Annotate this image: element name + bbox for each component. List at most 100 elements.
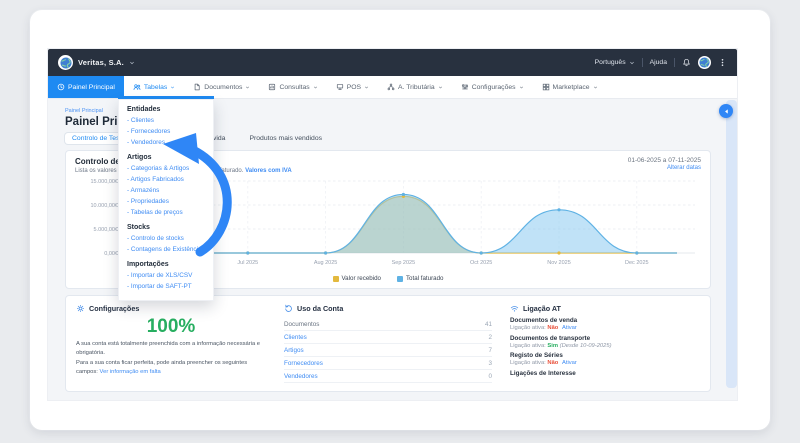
language-label: Português <box>594 59 626 66</box>
usage-value: 41 <box>484 320 492 328</box>
collapse-panel-button[interactable] <box>719 104 733 118</box>
menu-item-artigos-fabricados[interactable]: - Artigos Fabricados <box>127 176 184 183</box>
ligacao-at-section: Ligação AT Documentos de venda Ligação at… <box>510 304 700 383</box>
uso-da-conta-title: Uso da Conta <box>297 304 344 313</box>
usage-table: Documentos 41 Clientes 2 Artigos 7 Fornecedore… <box>284 318 492 383</box>
menu-item-controlo-de-stocks[interactable]: - Controlo de stocks <box>127 235 184 242</box>
kebab-menu-icon[interactable] <box>718 58 727 67</box>
menu-item-fornecedores[interactable]: - Fornecedores <box>127 128 171 135</box>
menu-item-importar-de-saft-pt[interactable]: - Importar de SAFT-PT <box>127 283 192 290</box>
at-entry-documentos-de-transporte: Documentos de transporte <box>510 334 591 342</box>
user-avatar[interactable] <box>698 56 711 69</box>
alterar-datas-link[interactable]: Alterar datas <box>666 165 701 171</box>
main-nav: Painel Principal Tabelas Documentos Consult… <box>48 76 737 99</box>
pos-icon <box>336 83 344 91</box>
nav-item-consultas[interactable]: Consultas <box>259 76 326 98</box>
usage-row-documentos: Documentos 41 <box>284 318 492 331</box>
menu-item-tabelas-de-precos[interactable]: - Tabelas de preços <box>127 209 183 216</box>
at-status-line: Ligação ativa: Não Ativar <box>510 360 700 366</box>
usage-label[interactable]: Vendedores <box>284 372 318 380</box>
breadcrumb[interactable]: Painel Principal <box>65 108 103 114</box>
svg-text:Jul 2025: Jul 2025 <box>237 260 258 266</box>
notifications-bell-icon[interactable] <box>682 58 691 67</box>
nav-item-painel-principal[interactable]: Painel Principal <box>48 76 124 98</box>
usage-label: Documentos <box>284 320 320 328</box>
sliders-icon <box>461 83 469 91</box>
nav-item-a-tributaria[interactable]: A. Tributária <box>378 76 452 98</box>
menu-item-armazens[interactable]: - Armazéns <box>127 187 160 194</box>
menu-item-importar-de-xls-csv[interactable]: - Importar de XLS/CSV <box>127 272 193 279</box>
nav-label: POS <box>346 83 362 91</box>
uso-da-conta-section: Uso da Conta Documentos 41 Clientes 2 Artigo… <box>284 304 492 383</box>
menu-item-vendedores[interactable]: - Vendedores <box>127 139 166 146</box>
nav-item-tabelas[interactable]: Tabelas <box>124 76 184 98</box>
config-text-2: Para a sua conta ficar perfeita, pode ai… <box>76 359 266 376</box>
legend-label: Valor recebido <box>341 275 381 282</box>
legend-swatch <box>396 275 403 282</box>
usage-value: 0 <box>488 372 492 380</box>
at-status-value: Não <box>547 325 559 331</box>
usage-row-clientes: Clientes 2 <box>284 331 492 344</box>
svg-text:10.000,00€: 10.000,00€ <box>90 203 118 209</box>
menu-item-clientes[interactable]: - Clientes <box>127 117 154 124</box>
menu-item-contagens-de-existencias[interactable]: - Contagens de Existências <box>127 246 205 253</box>
chevron-down-icon <box>364 85 369 90</box>
at-action-ativar[interactable]: Ativar <box>561 360 577 366</box>
treasury-chart: 0,00€5.000,00€10.000,00€15.000,00€Jun 20… <box>75 175 701 274</box>
menu-item-categorias-artigos[interactable]: - Categorias & Artigos <box>127 165 190 172</box>
company-menu[interactable]: Veritas, S.A. <box>58 55 135 70</box>
legend-item-valor-recebido: Valor recebido <box>332 275 381 282</box>
company-logo-icon <box>58 55 73 70</box>
chevron-down-icon <box>313 85 318 90</box>
nav-item-documentos[interactable]: Documentos <box>184 76 259 98</box>
at-action-ativar[interactable]: Ativar <box>561 325 577 331</box>
usage-value: 7 <box>488 346 492 354</box>
language-selector[interactable]: Português <box>595 59 635 66</box>
usage-value: 3 <box>488 359 492 367</box>
config-text-1: A sua conta está totalmente preenchida c… <box>76 341 260 356</box>
nav-item-pos[interactable]: POS <box>327 76 378 98</box>
usage-label[interactable]: Artigos <box>284 346 304 354</box>
topbar: Veritas, S.A. Português Ajuda <box>48 49 737 76</box>
usage-label[interactable]: Clientes <box>284 333 307 341</box>
dropdown-section-importacoes: Importações <box>127 261 169 268</box>
at-status-value: Sim <box>547 342 559 349</box>
history-icon <box>284 304 293 313</box>
menu-item-propriedades[interactable]: - Propriedades <box>127 198 169 205</box>
tab-controlo-de-tesouraria[interactable]: Controlo de Tesouraria <box>65 133 148 144</box>
legend-swatch <box>332 275 339 282</box>
nav-label: Documentos <box>204 83 243 91</box>
usage-row-vendedores: Vendedores 0 <box>284 370 492 383</box>
nav-item-marketplace[interactable]: Marketplace <box>533 76 607 98</box>
uso-da-conta-header: Uso da Conta <box>284 304 492 313</box>
tab-produtos-mais-vendidos[interactable]: Produtos mais vendidos <box>249 135 323 142</box>
ver-informacao-link[interactable]: Ver informação em falta <box>99 369 161 376</box>
at-status-line: Ligação ativa: Não Ativar <box>510 325 700 331</box>
svg-text:Sep 2025: Sep 2025 <box>392 260 416 266</box>
dropdown-section-stocks: Stocks <box>127 224 150 231</box>
chevron-down-icon <box>519 85 524 90</box>
at-status-label: Ligação ativa: <box>510 325 548 331</box>
config-text-2-body: Para a sua conta ficar perfeita, pode ai… <box>76 360 248 376</box>
chevron-down-icon <box>438 85 443 90</box>
usage-label[interactable]: Fornecedores <box>284 359 323 367</box>
nav-label: Consultas <box>279 83 310 91</box>
svg-text:Nov 2025: Nov 2025 <box>547 260 571 266</box>
at-status-label: Ligação ativa: <box>510 342 548 349</box>
status-card: Configurações 100% A sua conta está tota… <box>65 295 711 392</box>
divider <box>641 58 643 67</box>
usage-row-artigos: Artigos 7 <box>284 344 492 357</box>
svg-text:Oct 2025: Oct 2025 <box>470 260 492 266</box>
dropdown-section-entidades: Entidades <box>127 106 161 113</box>
help-link[interactable]: Ajuda <box>649 59 667 66</box>
usage-row-fornecedores: Fornecedores 3 <box>284 357 492 370</box>
at-status-label: Ligação ativa: <box>510 360 548 366</box>
valores-com-iva-link[interactable]: Valores com IVA <box>245 168 292 174</box>
wifi-icon <box>510 304 519 313</box>
at-entry-registo-de-series: Registo de Séries <box>510 352 563 359</box>
clock-icon <box>57 83 65 91</box>
at-entries: Documentos de venda Ligação ativa: Não At… <box>510 317 700 377</box>
usage-value: 2 <box>488 333 492 341</box>
nav-label: Marketplace <box>552 83 590 91</box>
nav-item-configuracoes[interactable]: Configurações <box>452 76 533 98</box>
